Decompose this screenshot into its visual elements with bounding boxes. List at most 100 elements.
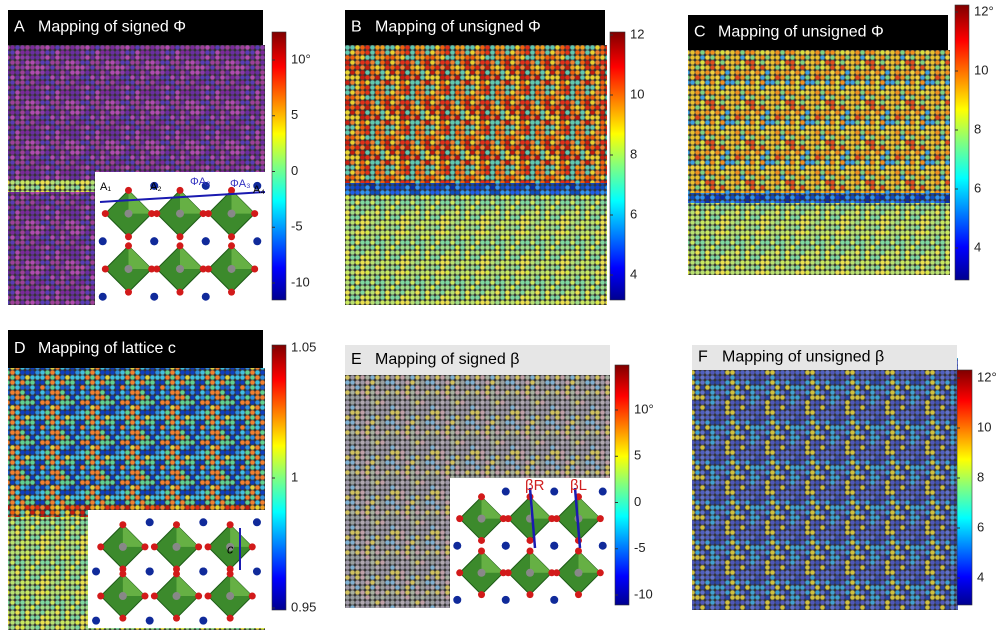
colorbar-tick-label: 0.95 bbox=[291, 599, 316, 614]
a-atom bbox=[146, 617, 154, 625]
colorbar-tick-label: 1.05 bbox=[291, 339, 316, 354]
o-atom bbox=[228, 242, 235, 249]
b-atom bbox=[226, 592, 234, 600]
o-atom bbox=[177, 289, 184, 296]
a-atom bbox=[99, 293, 107, 301]
panel-title: Mapping of unsigned β bbox=[722, 349, 884, 366]
inset-label: ΦA₂ bbox=[190, 176, 210, 188]
o-atom bbox=[227, 570, 234, 577]
colorbar-tick-label: 8 bbox=[974, 121, 981, 136]
panel-title: Mapping of signed β bbox=[375, 351, 519, 368]
o-atom bbox=[119, 570, 126, 577]
o-atom bbox=[125, 187, 132, 194]
o-atom bbox=[195, 593, 202, 600]
a-atom bbox=[502, 488, 510, 496]
o-atom bbox=[597, 515, 604, 522]
o-atom bbox=[177, 187, 184, 194]
a-atom bbox=[550, 542, 558, 550]
o-atom bbox=[151, 543, 158, 550]
o-atom bbox=[249, 593, 256, 600]
o-atom bbox=[195, 543, 202, 550]
colorbar-tick-label: 4 bbox=[630, 266, 637, 281]
colorbar-tick-label: 10° bbox=[291, 51, 311, 66]
o-atom bbox=[153, 210, 160, 217]
colorbar bbox=[272, 32, 286, 300]
o-atom bbox=[597, 569, 604, 576]
map-region bbox=[345, 45, 607, 185]
o-atom bbox=[575, 591, 582, 598]
a-atom bbox=[453, 542, 461, 550]
colorbar bbox=[957, 370, 972, 605]
a-atom bbox=[202, 293, 210, 301]
o-atom bbox=[177, 233, 184, 240]
o-atom bbox=[478, 547, 485, 554]
a-atom bbox=[99, 237, 107, 245]
o-atom bbox=[173, 570, 180, 577]
b-atom bbox=[228, 210, 236, 218]
colorbar-tick-label: 10 bbox=[974, 62, 988, 77]
inset-label: A₁ bbox=[100, 181, 111, 193]
a-atom bbox=[202, 237, 210, 245]
b-atom bbox=[176, 210, 184, 218]
colorbar-tick-label: 12° bbox=[974, 3, 994, 18]
panel-letter: B bbox=[351, 19, 362, 36]
colorbar-tick-label: -10 bbox=[634, 586, 653, 601]
b-atom bbox=[478, 569, 486, 577]
map-region bbox=[688, 203, 950, 275]
b-atom bbox=[173, 592, 181, 600]
a-atom bbox=[253, 518, 261, 526]
a-atom bbox=[599, 542, 607, 550]
panel: BMapping of unsigned Φ1210864 bbox=[345, 10, 644, 305]
map-region bbox=[8, 45, 265, 185]
map-region bbox=[688, 193, 950, 203]
b-atom bbox=[119, 592, 127, 600]
panel-letter: D bbox=[14, 340, 26, 357]
o-atom bbox=[125, 242, 132, 249]
a-atom bbox=[599, 488, 607, 496]
o-atom bbox=[119, 615, 126, 622]
a-atom bbox=[199, 567, 207, 575]
o-atom bbox=[125, 233, 132, 240]
inset-label: A₄ bbox=[253, 184, 265, 196]
map-region bbox=[692, 358, 958, 610]
o-atom bbox=[97, 543, 104, 550]
panel-letter: E bbox=[351, 351, 362, 368]
colorbar-tick-label: 0 bbox=[634, 494, 641, 509]
a-atom bbox=[92, 567, 100, 575]
o-atom bbox=[205, 543, 212, 550]
o-atom bbox=[119, 521, 126, 528]
o-atom bbox=[505, 569, 512, 576]
o-atom bbox=[173, 521, 180, 528]
o-atom bbox=[141, 543, 148, 550]
o-atom bbox=[456, 569, 463, 576]
o-atom bbox=[527, 547, 534, 554]
colorbar-tick-label: 10 bbox=[630, 86, 644, 101]
colorbar bbox=[615, 365, 629, 605]
colorbar-tick-label: 8 bbox=[977, 469, 984, 484]
colorbar-tick-label: 8 bbox=[630, 146, 637, 161]
inset-label: ΦA₃ bbox=[230, 178, 251, 190]
b-atom bbox=[574, 569, 582, 577]
o-atom bbox=[575, 547, 582, 554]
a-atom bbox=[199, 518, 207, 526]
panel-letter: F bbox=[698, 349, 708, 366]
colorbar-tick-label: 4 bbox=[974, 239, 981, 254]
b-atom bbox=[478, 515, 486, 523]
o-atom bbox=[505, 515, 512, 522]
o-atom bbox=[527, 537, 534, 544]
a-atom bbox=[453, 596, 461, 604]
map-region bbox=[8, 368, 265, 508]
a-atom bbox=[502, 542, 510, 550]
b-atom bbox=[228, 265, 236, 273]
b-atom bbox=[526, 569, 534, 577]
o-atom bbox=[456, 515, 463, 522]
map-region bbox=[688, 50, 950, 195]
colorbar-tick-label: 12 bbox=[630, 26, 644, 41]
o-atom bbox=[478, 493, 485, 500]
o-atom bbox=[228, 233, 235, 240]
colorbar-tick-label: 4 bbox=[977, 569, 984, 584]
colorbar-tick-label: -5 bbox=[634, 540, 646, 555]
